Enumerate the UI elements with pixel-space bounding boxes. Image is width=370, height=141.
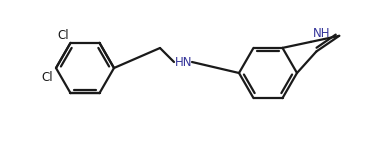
Text: Cl: Cl: [57, 29, 68, 42]
Text: HN: HN: [175, 57, 192, 70]
Text: NH: NH: [313, 27, 330, 40]
Text: Cl: Cl: [41, 71, 53, 84]
